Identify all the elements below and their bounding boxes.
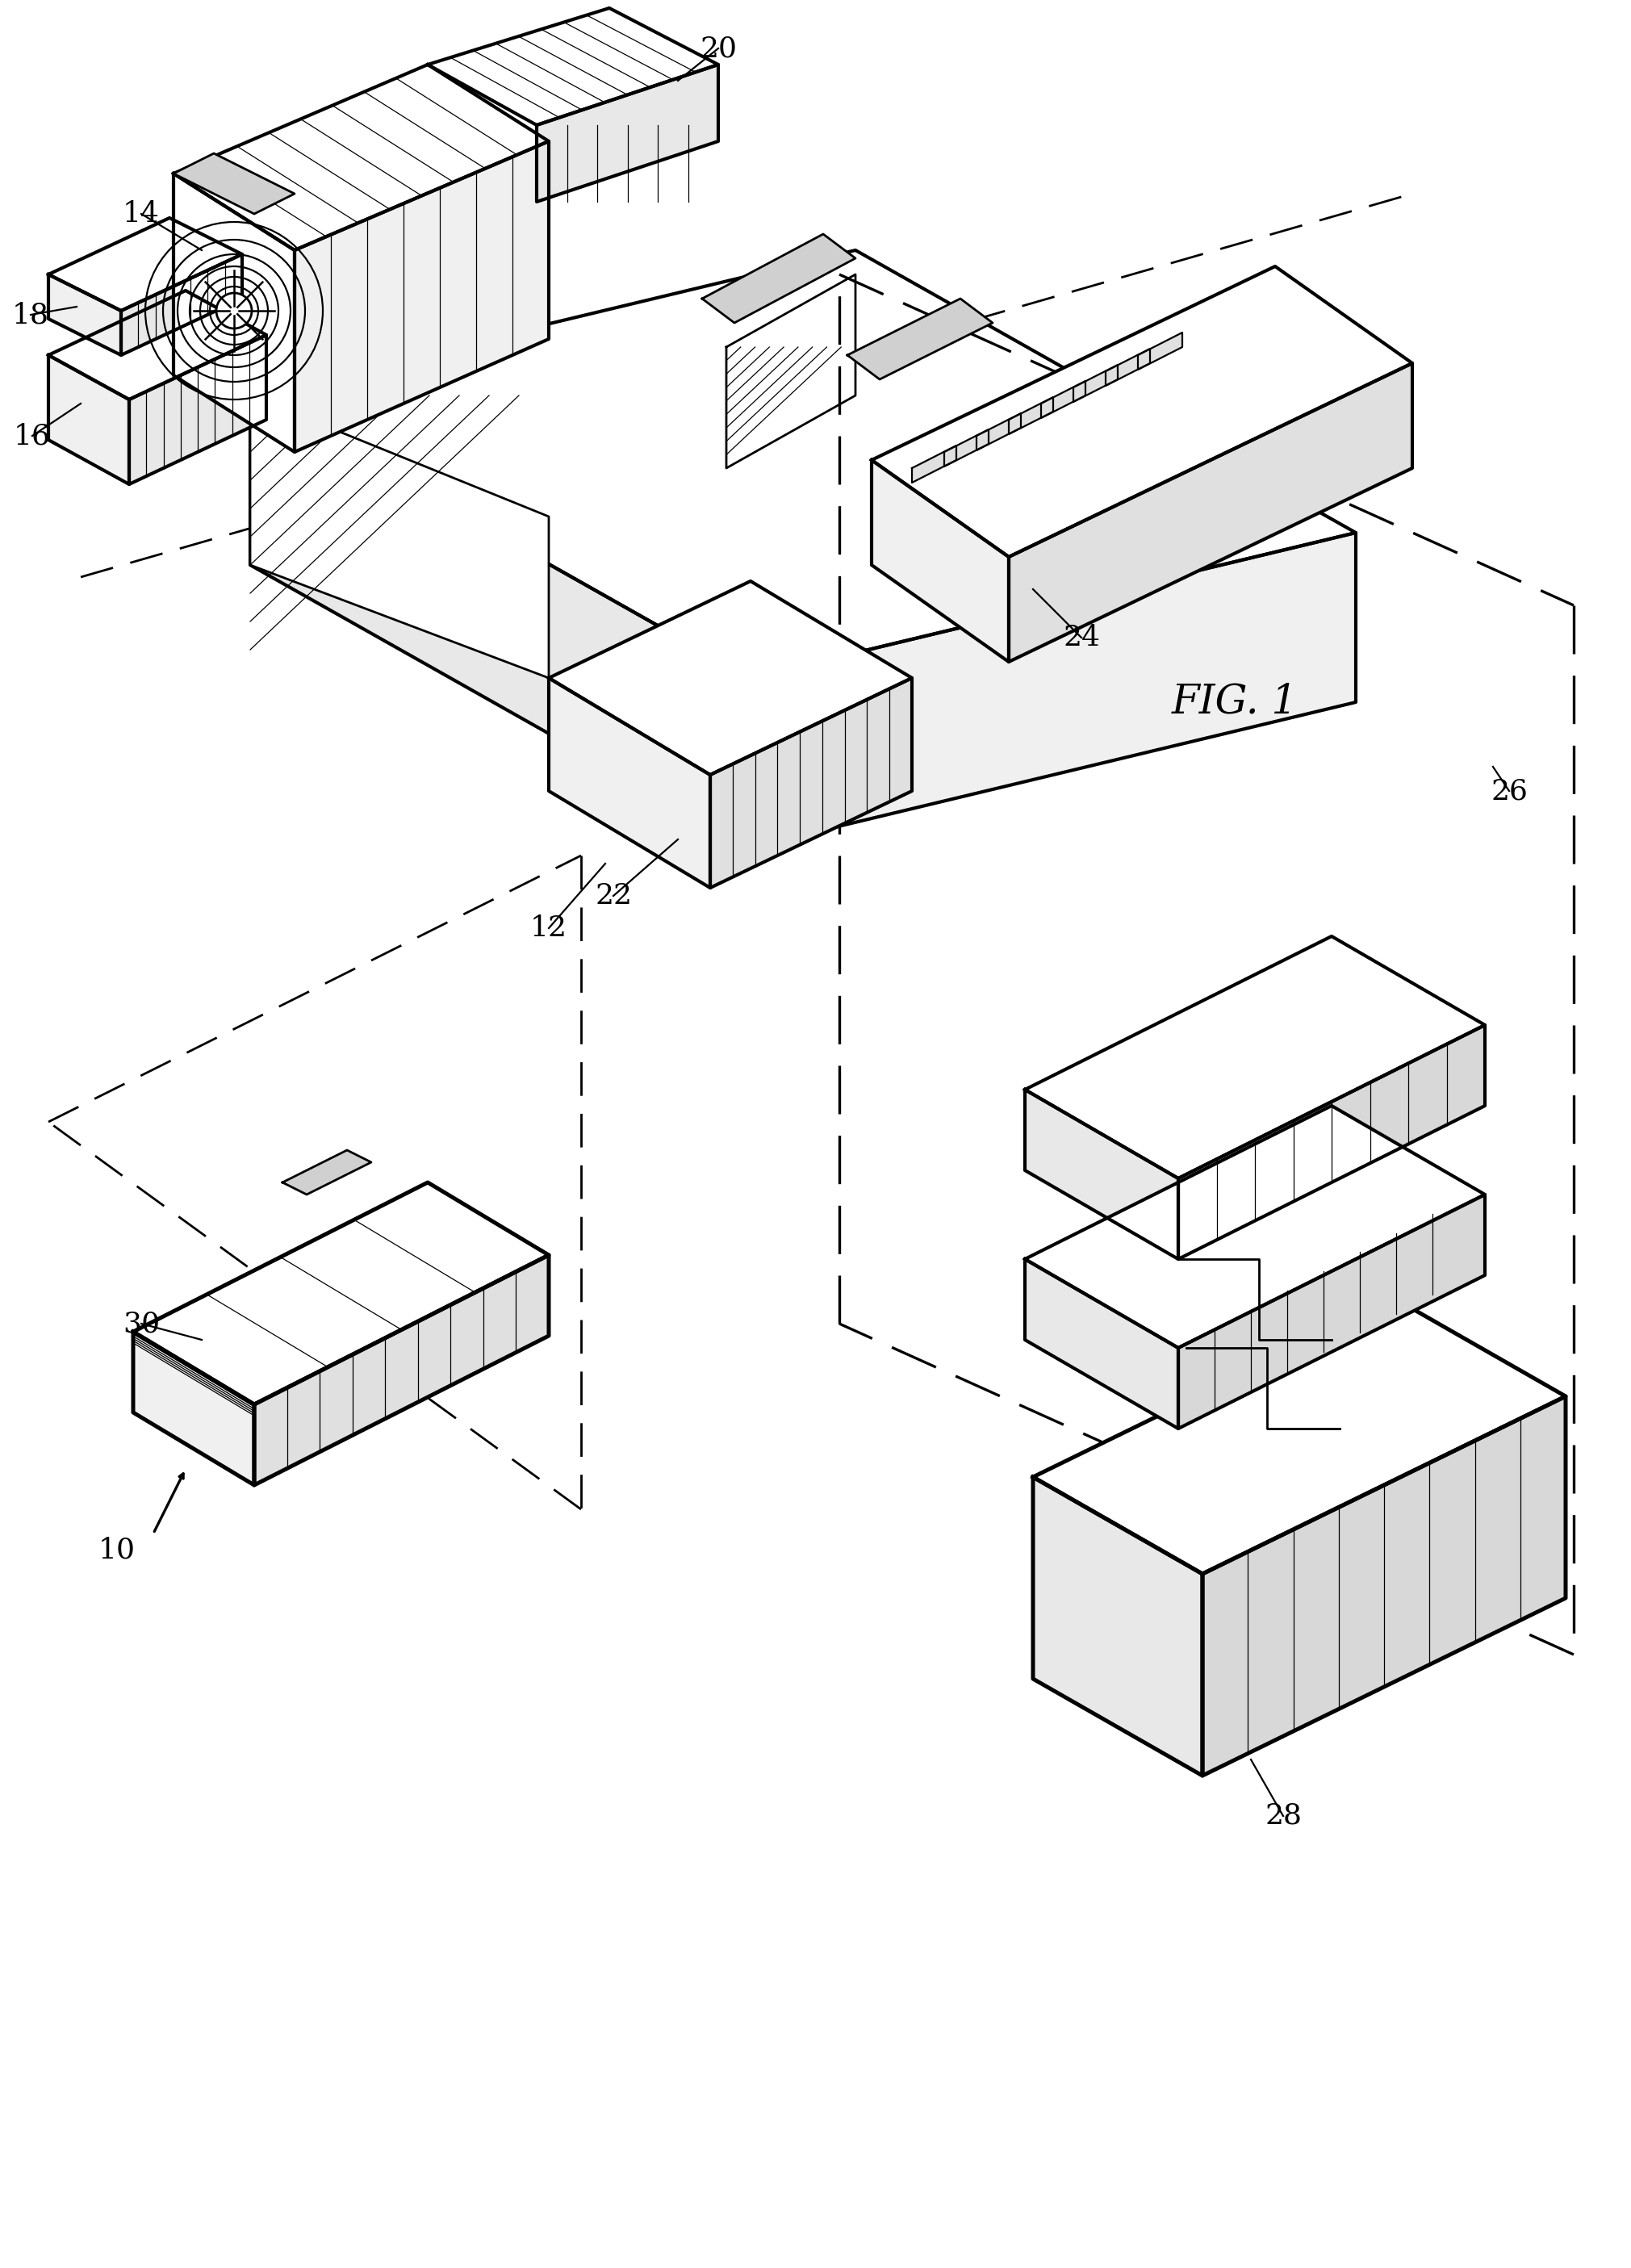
Polygon shape [944, 429, 988, 467]
Polygon shape [871, 265, 1412, 558]
Polygon shape [1178, 1025, 1484, 1259]
Text: 10: 10 [98, 1535, 135, 1563]
Text: 12: 12 [530, 914, 568, 941]
Polygon shape [250, 249, 1355, 678]
Text: 26: 26 [1491, 778, 1528, 805]
Polygon shape [173, 175, 295, 451]
Polygon shape [49, 218, 241, 311]
Polygon shape [173, 64, 548, 249]
Text: 14: 14 [122, 200, 160, 227]
Polygon shape [871, 460, 1010, 662]
Polygon shape [134, 1331, 254, 1486]
Polygon shape [427, 9, 718, 125]
Polygon shape [701, 234, 855, 322]
Polygon shape [726, 274, 855, 467]
Polygon shape [1024, 1107, 1484, 1347]
Polygon shape [548, 581, 912, 776]
Polygon shape [134, 1182, 548, 1404]
Text: 28: 28 [1264, 1803, 1302, 1830]
Polygon shape [1010, 397, 1054, 433]
Text: 30: 30 [122, 1311, 160, 1338]
Polygon shape [1178, 1195, 1484, 1429]
Polygon shape [1041, 381, 1086, 417]
Polygon shape [1032, 1300, 1566, 1574]
Text: 16: 16 [13, 422, 51, 449]
Polygon shape [1010, 363, 1412, 662]
Polygon shape [1106, 349, 1150, 386]
Polygon shape [282, 1150, 372, 1195]
Polygon shape [537, 64, 718, 202]
Polygon shape [1202, 1397, 1566, 1776]
Polygon shape [750, 533, 1355, 848]
Polygon shape [1024, 1259, 1178, 1429]
Text: 20: 20 [700, 34, 737, 61]
Polygon shape [121, 254, 241, 356]
Polygon shape [1024, 937, 1484, 1179]
Text: 24: 24 [1063, 624, 1099, 651]
Polygon shape [1073, 365, 1117, 401]
Polygon shape [977, 413, 1021, 451]
Polygon shape [173, 154, 295, 213]
Polygon shape [49, 290, 266, 399]
Polygon shape [250, 395, 750, 848]
Text: 18: 18 [11, 302, 49, 329]
Circle shape [217, 293, 251, 329]
Polygon shape [1032, 1476, 1202, 1776]
Text: FIG. 1: FIG. 1 [1171, 683, 1298, 721]
Polygon shape [250, 395, 548, 678]
Polygon shape [295, 141, 548, 451]
Polygon shape [49, 274, 121, 356]
Polygon shape [709, 678, 912, 887]
Polygon shape [129, 336, 266, 485]
Polygon shape [1138, 333, 1182, 370]
Polygon shape [1024, 1089, 1178, 1259]
Polygon shape [49, 356, 129, 485]
Polygon shape [548, 678, 709, 887]
Text: 22: 22 [595, 882, 631, 909]
Polygon shape [912, 445, 956, 483]
Polygon shape [848, 299, 993, 379]
Polygon shape [254, 1254, 548, 1486]
